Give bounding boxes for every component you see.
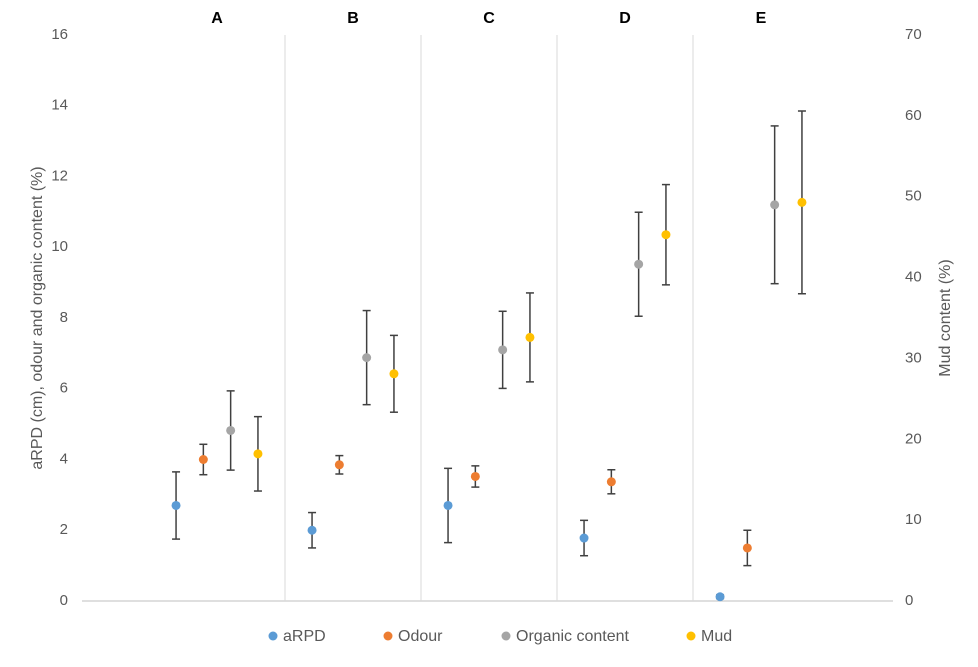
point — [661, 230, 671, 240]
point — [307, 525, 317, 535]
point — [715, 592, 725, 602]
legend-marker — [383, 631, 393, 641]
y-tick-label: 12 — [51, 167, 68, 184]
point — [525, 332, 535, 342]
legend-label: Mud — [701, 628, 732, 645]
y-tick-label: 14 — [51, 97, 68, 114]
y-axis-label: aRPD (cm), odour and organic content (%) — [29, 166, 46, 469]
y2-tick-label: 70 — [905, 26, 922, 43]
point — [198, 455, 208, 464]
y-tick-label: 10 — [51, 238, 68, 255]
point — [498, 345, 508, 355]
point — [742, 543, 752, 553]
y2-tick-label: 30 — [905, 349, 922, 366]
y-tick-label: 6 — [60, 380, 68, 397]
legend-marker — [501, 631, 511, 641]
y-tick-label: 0 — [60, 592, 68, 609]
y2-axis-label: Mud content (%) — [937, 259, 954, 376]
legend-label: Odour — [398, 628, 443, 645]
y-tick-label: 8 — [60, 309, 68, 326]
group-label: A — [211, 10, 223, 27]
group-label: E — [756, 10, 767, 27]
y-tick-label: 2 — [60, 521, 68, 538]
group-label: C — [483, 10, 495, 27]
point — [253, 449, 263, 459]
y2-tick-label: 40 — [905, 269, 922, 286]
y2-tick-label: 0 — [905, 592, 913, 609]
y2-tick-label: 50 — [905, 188, 922, 205]
group-label: B — [347, 10, 359, 27]
group-label: D — [619, 10, 631, 27]
point — [362, 353, 372, 363]
legend-marker — [268, 631, 278, 641]
point — [634, 259, 644, 269]
y2-tick-label: 60 — [905, 107, 922, 124]
y2-tick-label: 10 — [905, 511, 922, 528]
point — [226, 425, 236, 435]
y-tick-label: 4 — [60, 450, 68, 467]
point — [389, 369, 399, 379]
point — [606, 477, 616, 487]
point — [579, 533, 589, 543]
y2-tick-label: 20 — [905, 430, 922, 447]
point — [797, 197, 807, 207]
point — [770, 200, 780, 210]
point — [443, 500, 453, 510]
legend-label: Organic content — [516, 628, 630, 645]
legend-label: aRPD — [283, 628, 326, 645]
y-tick-label: 16 — [51, 26, 68, 43]
point — [470, 471, 480, 481]
legend-marker — [686, 631, 696, 641]
point — [334, 460, 344, 470]
point — [171, 500, 181, 510]
